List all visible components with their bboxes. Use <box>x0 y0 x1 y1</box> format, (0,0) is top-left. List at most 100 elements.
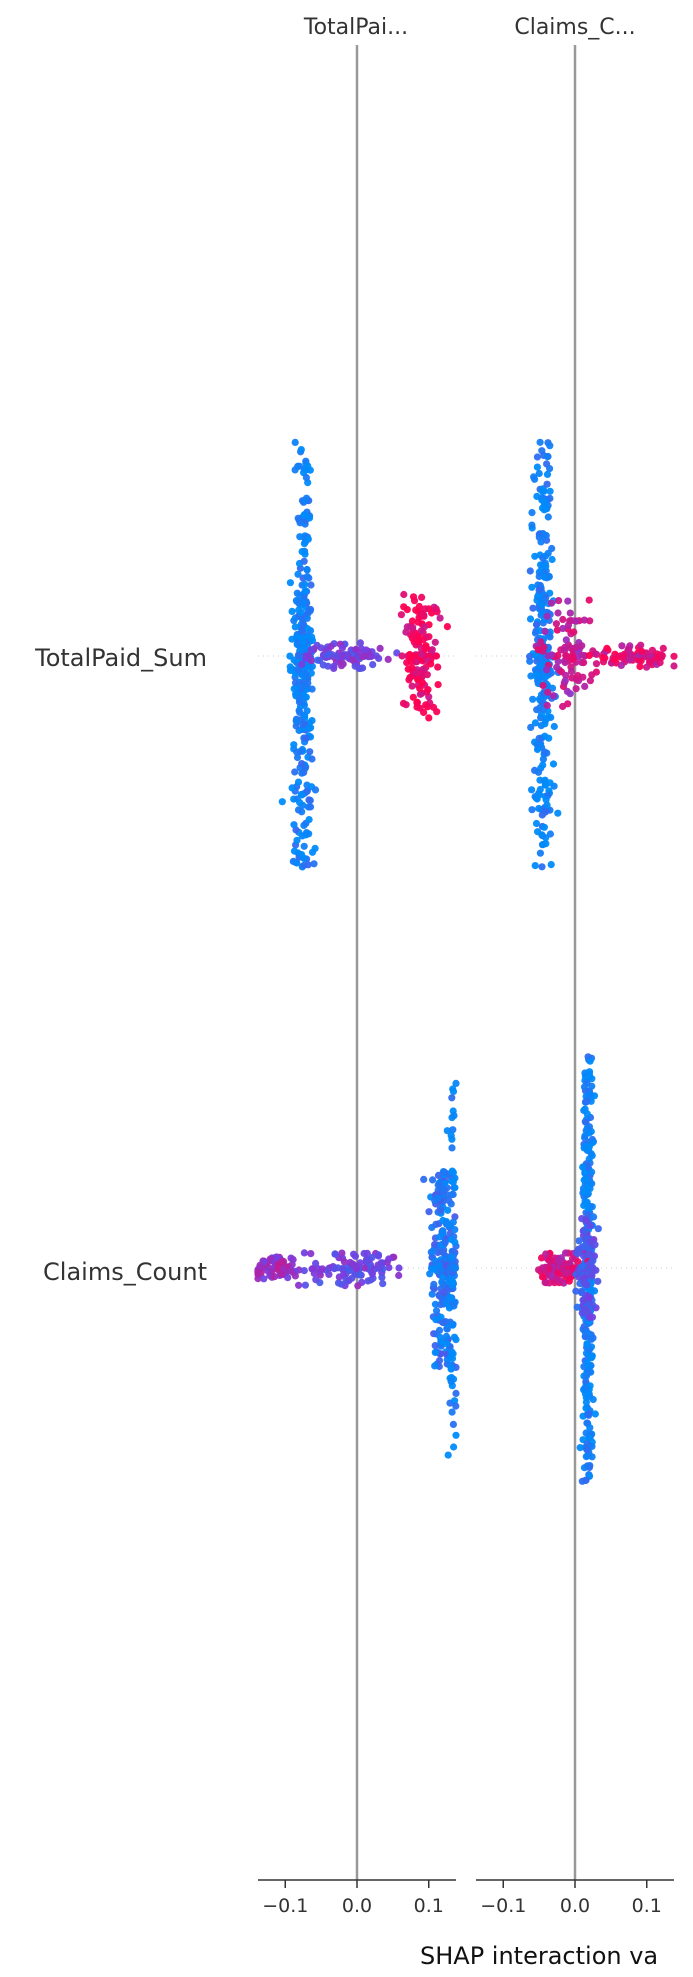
point <box>395 1271 403 1280</box>
point <box>583 1462 592 1470</box>
point <box>436 614 444 622</box>
point <box>443 623 451 631</box>
point <box>402 628 410 636</box>
point <box>376 644 384 653</box>
point <box>443 1325 451 1333</box>
point <box>300 1249 308 1257</box>
point <box>575 1237 583 1245</box>
point <box>308 685 316 693</box>
point <box>290 741 298 749</box>
point <box>369 661 377 669</box>
x-tick-label-0-2: 0.1 <box>414 1895 444 1917</box>
point <box>444 1206 452 1214</box>
point <box>300 598 308 607</box>
point <box>301 587 309 595</box>
point <box>582 1372 590 1380</box>
point <box>589 1395 597 1404</box>
point <box>302 734 310 742</box>
point <box>447 1235 455 1244</box>
point <box>586 1222 594 1230</box>
point <box>307 646 315 654</box>
point <box>535 804 543 813</box>
point <box>350 1250 358 1258</box>
point <box>586 1250 594 1258</box>
point <box>300 1267 308 1275</box>
point <box>289 1256 297 1264</box>
point <box>617 653 625 661</box>
point <box>356 1271 364 1279</box>
point <box>450 1302 458 1310</box>
point <box>583 1440 591 1448</box>
point <box>300 821 308 830</box>
point <box>375 654 383 663</box>
point <box>408 652 417 660</box>
x-axes: −0.1 0.0 0.1 −0.1 0.0 0.1 <box>258 1879 674 1917</box>
point <box>592 1266 600 1274</box>
point <box>574 1258 582 1266</box>
point <box>448 1094 456 1102</box>
point <box>254 1268 262 1276</box>
point <box>564 597 572 605</box>
point <box>548 684 557 692</box>
point <box>436 1301 445 1309</box>
point <box>291 438 299 446</box>
point <box>540 823 549 831</box>
point <box>436 1180 445 1189</box>
point <box>533 453 542 461</box>
point <box>586 677 595 685</box>
point <box>406 673 414 682</box>
point <box>299 620 307 628</box>
point <box>590 1287 599 1295</box>
point <box>433 708 441 716</box>
column-title-claims: Claims_C... <box>514 15 635 40</box>
point <box>416 704 424 712</box>
point <box>588 671 596 679</box>
x-tick-label-1-0: −0.1 <box>480 1895 526 1917</box>
point <box>418 679 427 687</box>
point <box>400 590 408 599</box>
point <box>447 1377 455 1385</box>
point <box>308 755 316 763</box>
row-label-claims-count: Claims_Count <box>43 1258 207 1286</box>
point <box>580 1252 588 1260</box>
x-tick-label-0-1: 0.0 <box>342 1895 372 1917</box>
point <box>409 623 417 631</box>
point <box>528 806 536 814</box>
point <box>599 653 607 661</box>
point <box>419 611 427 619</box>
point <box>533 463 542 471</box>
point <box>584 1362 592 1370</box>
point <box>532 672 540 680</box>
point <box>537 638 545 646</box>
point <box>579 1163 587 1171</box>
point <box>646 658 654 666</box>
point <box>437 1350 445 1358</box>
point <box>432 1307 441 1315</box>
point <box>431 1197 439 1205</box>
point <box>303 614 311 622</box>
point <box>585 1068 594 1076</box>
point <box>547 599 556 607</box>
point <box>527 723 535 732</box>
point <box>539 755 548 763</box>
point <box>360 1249 368 1258</box>
point <box>526 567 534 575</box>
point <box>583 1198 591 1206</box>
point <box>448 1190 456 1199</box>
point <box>298 628 306 636</box>
point <box>298 682 306 691</box>
point <box>554 809 562 817</box>
point <box>294 570 302 578</box>
point <box>290 821 298 829</box>
point <box>658 652 666 660</box>
point <box>296 694 304 702</box>
point <box>546 487 554 495</box>
point <box>542 1250 550 1258</box>
point <box>581 1384 589 1392</box>
point <box>436 1268 444 1276</box>
point <box>438 1278 446 1286</box>
point <box>330 664 338 673</box>
point <box>531 862 539 870</box>
point <box>528 583 536 591</box>
point <box>425 714 433 722</box>
